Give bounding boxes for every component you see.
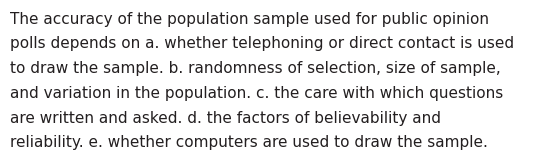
Text: to draw the sample. b. randomness of selection, size of sample,: to draw the sample. b. randomness of sel… <box>10 61 501 76</box>
Text: reliability. e. whether computers are used to draw the sample.: reliability. e. whether computers are us… <box>10 135 488 150</box>
Text: and variation in the population. c. the care with which questions: and variation in the population. c. the … <box>10 86 503 101</box>
Text: polls depends on a. whether telephoning or direct contact is used: polls depends on a. whether telephoning … <box>10 36 514 51</box>
Text: The accuracy of the population sample used for public opinion: The accuracy of the population sample us… <box>10 12 489 27</box>
Text: are written and asked. d. the factors of believability and: are written and asked. d. the factors of… <box>10 111 441 126</box>
